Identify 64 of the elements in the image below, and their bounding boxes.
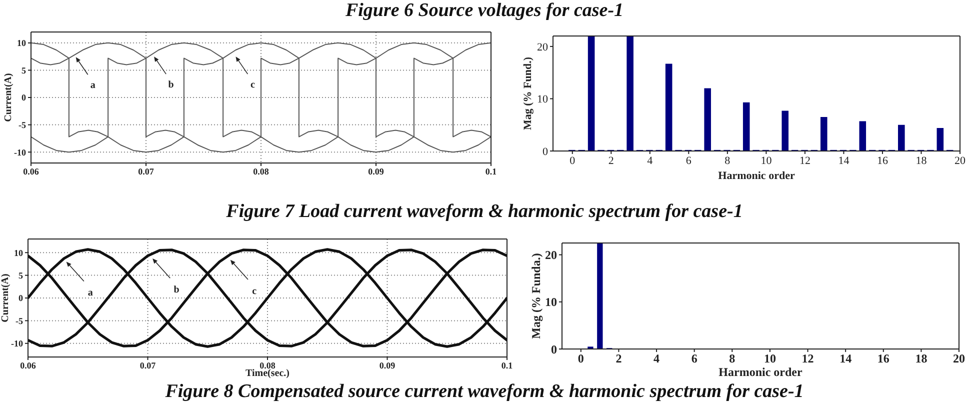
x-tick-label: 18 <box>916 154 928 167</box>
y-axis-title: Current(A) <box>2 73 14 122</box>
x-tick-label: 0.08 <box>260 360 276 370</box>
x-tick-label: 16 <box>877 352 890 366</box>
y-tick-label: -5 <box>16 316 24 326</box>
x-tick-label: 20 <box>953 352 965 366</box>
x-tick-label: 12 <box>799 154 810 167</box>
x-tick-label: 0 <box>570 154 576 167</box>
y-tick-label: 10 <box>545 295 557 310</box>
y-tick-label: 20 <box>537 41 548 54</box>
y-tick-label: 0 <box>22 92 26 103</box>
x-tick-label: 2 <box>608 154 614 167</box>
annotation: b <box>174 284 180 296</box>
x-axis-title: Harmonic order <box>718 170 795 182</box>
x-tick-label: 0.1 <box>485 166 498 176</box>
y-axis-title: Mag (% Fund.) <box>522 56 534 130</box>
x-tick-label: 0.1 <box>501 360 514 370</box>
y-axis-title: Mag (% Funda.) <box>529 253 543 339</box>
annotation: c <box>250 79 256 90</box>
x-tick-label: 0.09 <box>379 360 396 370</box>
x-tick-label: 20 <box>954 154 966 167</box>
x-tick-label: 0 <box>578 352 584 366</box>
x-tick-label: 0.07 <box>138 166 154 176</box>
y-tick-label: -5 <box>18 120 26 130</box>
y-tick-label: -10 <box>14 147 26 158</box>
text: Figure 6 Source voltages for case-1 <box>345 0 624 21</box>
x-tick-label: 0.08 <box>253 166 270 176</box>
x-tick-label: 16 <box>876 154 888 167</box>
x-axis-title: Time(sec.) <box>246 368 290 378</box>
x-tick-label: 14 <box>840 352 852 366</box>
x-tick-label: 12 <box>802 352 814 366</box>
text: Figure 7 Load current waveform & harmonic spectrum for case-1 <box>226 201 743 222</box>
x-tick-label: 4 <box>647 154 654 167</box>
x-tick-label: 2 <box>616 352 622 366</box>
x-tick-label: 18 <box>915 352 928 366</box>
x-tick-label: 8 <box>729 352 736 366</box>
y-tick-label: -10 <box>11 338 24 349</box>
y-axis-title: Current(A) <box>0 274 10 322</box>
y-tick-label: 0 <box>18 293 24 304</box>
x-tick-label: 14 <box>838 154 850 167</box>
x-tick-label: 10 <box>760 154 772 167</box>
x-tick-label: 10 <box>764 352 776 366</box>
y-tick-label: 0 <box>551 342 557 356</box>
y-tick-label: 20 <box>545 248 557 262</box>
x-tick-label: 4 <box>654 352 660 366</box>
annotation: c <box>252 285 258 296</box>
x-axis-title: Harmonic order <box>718 365 803 379</box>
x-tick-label: 0.06 <box>23 166 40 176</box>
y-tick-label: 5 <box>18 270 24 281</box>
x-tick-label: 6 <box>691 352 698 366</box>
x-tick-label: 0.09 <box>368 166 384 176</box>
y-tick-label: 5 <box>22 65 26 76</box>
y-tick-label: 10 <box>17 38 26 48</box>
text: Figure 8 Compensated source current waveform & harmonic spectrum for case-1 <box>165 381 804 402</box>
x-tick-label: 0.07 <box>140 360 156 370</box>
x-tick-label: 0.06 <box>20 360 36 370</box>
x-tick-label: 8 <box>724 154 731 167</box>
y-tick-label: 0 <box>542 146 548 158</box>
y-tick-label: 10 <box>14 248 24 258</box>
x-tick-label: 6 <box>686 154 692 167</box>
annotation: b <box>168 79 174 90</box>
annotation: a <box>90 80 96 91</box>
annotation: a <box>88 287 93 298</box>
y-tick-label: 10 <box>537 94 548 106</box>
